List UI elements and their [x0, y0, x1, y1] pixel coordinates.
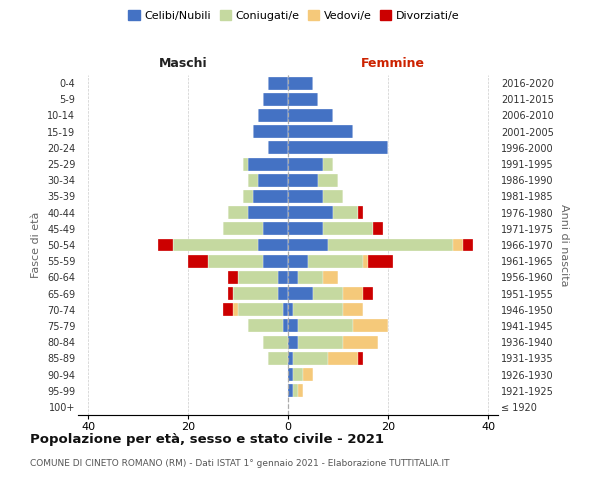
Bar: [333, 206, 358, 219]
Bar: [228, 206, 248, 219]
Bar: [243, 158, 248, 170]
Bar: [248, 158, 288, 170]
Bar: [243, 190, 253, 203]
Bar: [318, 174, 338, 186]
Bar: [228, 287, 233, 300]
Bar: [278, 287, 288, 300]
Bar: [288, 271, 298, 284]
Legend: Celibi/Nubili, Coniugati/e, Vedovi/e, Divorziati/e: Celibi/Nubili, Coniugati/e, Vedovi/e, Di…: [124, 6, 464, 25]
Bar: [363, 254, 368, 268]
Bar: [263, 222, 288, 235]
Bar: [258, 174, 288, 186]
Bar: [288, 254, 308, 268]
Text: COMUNE DI CINETO ROMANO (RM) - Dati ISTAT 1° gennaio 2021 - Elaborazione TUTTITA: COMUNE DI CINETO ROMANO (RM) - Dati ISTA…: [30, 459, 449, 468]
Bar: [288, 142, 388, 154]
Bar: [233, 287, 278, 300]
Bar: [298, 271, 323, 284]
Bar: [308, 254, 363, 268]
Bar: [288, 336, 298, 348]
Text: Maschi: Maschi: [158, 57, 208, 70]
Bar: [298, 336, 343, 348]
Bar: [238, 271, 278, 284]
Bar: [323, 190, 343, 203]
Bar: [278, 271, 288, 284]
Bar: [288, 93, 318, 106]
Bar: [358, 206, 363, 219]
Bar: [288, 287, 313, 300]
Bar: [223, 222, 263, 235]
Bar: [323, 158, 333, 170]
Bar: [238, 304, 283, 316]
Bar: [303, 368, 313, 381]
Bar: [253, 190, 288, 203]
Bar: [343, 336, 378, 348]
Bar: [293, 304, 343, 316]
Bar: [288, 222, 323, 235]
Bar: [248, 320, 283, 332]
Bar: [173, 238, 258, 252]
Bar: [298, 320, 353, 332]
Bar: [208, 254, 263, 268]
Text: Femmine: Femmine: [361, 57, 425, 70]
Y-axis label: Anni di nascita: Anni di nascita: [559, 204, 569, 286]
Bar: [293, 368, 303, 381]
Bar: [263, 336, 288, 348]
Bar: [288, 304, 293, 316]
Bar: [363, 287, 373, 300]
Bar: [283, 304, 288, 316]
Bar: [253, 125, 288, 138]
Bar: [268, 142, 288, 154]
Bar: [328, 352, 358, 365]
Bar: [263, 93, 288, 106]
Bar: [343, 287, 363, 300]
Bar: [283, 320, 288, 332]
Bar: [248, 206, 288, 219]
Bar: [258, 238, 288, 252]
Bar: [288, 109, 333, 122]
Bar: [323, 271, 338, 284]
Bar: [288, 125, 353, 138]
Text: Popolazione per età, sesso e stato civile - 2021: Popolazione per età, sesso e stato civil…: [30, 432, 384, 446]
Bar: [293, 384, 298, 397]
Bar: [463, 238, 473, 252]
Bar: [268, 352, 288, 365]
Bar: [358, 352, 363, 365]
Bar: [368, 254, 393, 268]
Bar: [188, 254, 208, 268]
Bar: [263, 254, 288, 268]
Bar: [373, 222, 383, 235]
Bar: [248, 174, 258, 186]
Bar: [288, 174, 318, 186]
Bar: [288, 238, 328, 252]
Bar: [323, 222, 373, 235]
Bar: [288, 320, 298, 332]
Bar: [158, 238, 173, 252]
Bar: [353, 320, 388, 332]
Bar: [288, 190, 323, 203]
Bar: [313, 287, 343, 300]
Bar: [258, 109, 288, 122]
Bar: [288, 206, 333, 219]
Bar: [223, 304, 233, 316]
Bar: [328, 238, 453, 252]
Bar: [288, 368, 293, 381]
Bar: [343, 304, 363, 316]
Bar: [288, 158, 323, 170]
Bar: [288, 76, 313, 90]
Bar: [288, 352, 293, 365]
Bar: [293, 352, 328, 365]
Bar: [233, 304, 238, 316]
Bar: [228, 271, 238, 284]
Y-axis label: Fasce di età: Fasce di età: [31, 212, 41, 278]
Bar: [298, 384, 303, 397]
Bar: [288, 384, 293, 397]
Bar: [453, 238, 463, 252]
Bar: [268, 76, 288, 90]
